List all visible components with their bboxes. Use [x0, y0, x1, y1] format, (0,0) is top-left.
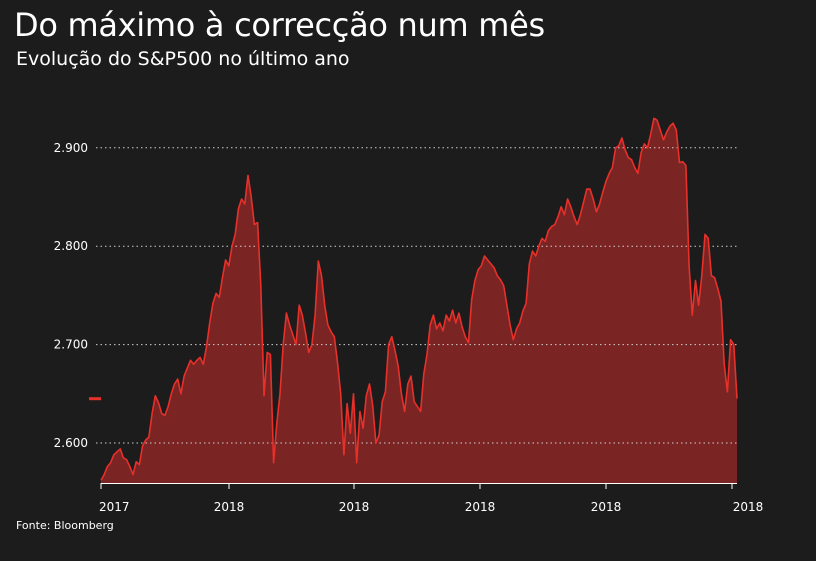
x-tick-label: 2017: [99, 500, 130, 514]
x-tick-label: 2018: [733, 500, 764, 514]
y-tick-label: 2.900: [54, 141, 88, 155]
x-tick-label: 2018: [339, 500, 370, 514]
source-note: Fonte: Bloomberg: [16, 519, 114, 532]
chart-title: Do máximo à correcção num mês: [14, 6, 545, 44]
y-tick-label: 2.800: [54, 239, 88, 253]
series-line: [100, 117, 738, 481]
x-tick-label: 2018: [591, 500, 622, 514]
x-tick-label: 2018: [465, 500, 496, 514]
chart-subtitle: Evolução do S&P500 no último ano: [16, 48, 350, 70]
y-tick-label: 2.700: [54, 338, 88, 352]
x-tick-label: 2018: [214, 500, 245, 514]
series-area-fill: [101, 118, 737, 484]
y-tick-label: 2.600: [54, 436, 88, 450]
